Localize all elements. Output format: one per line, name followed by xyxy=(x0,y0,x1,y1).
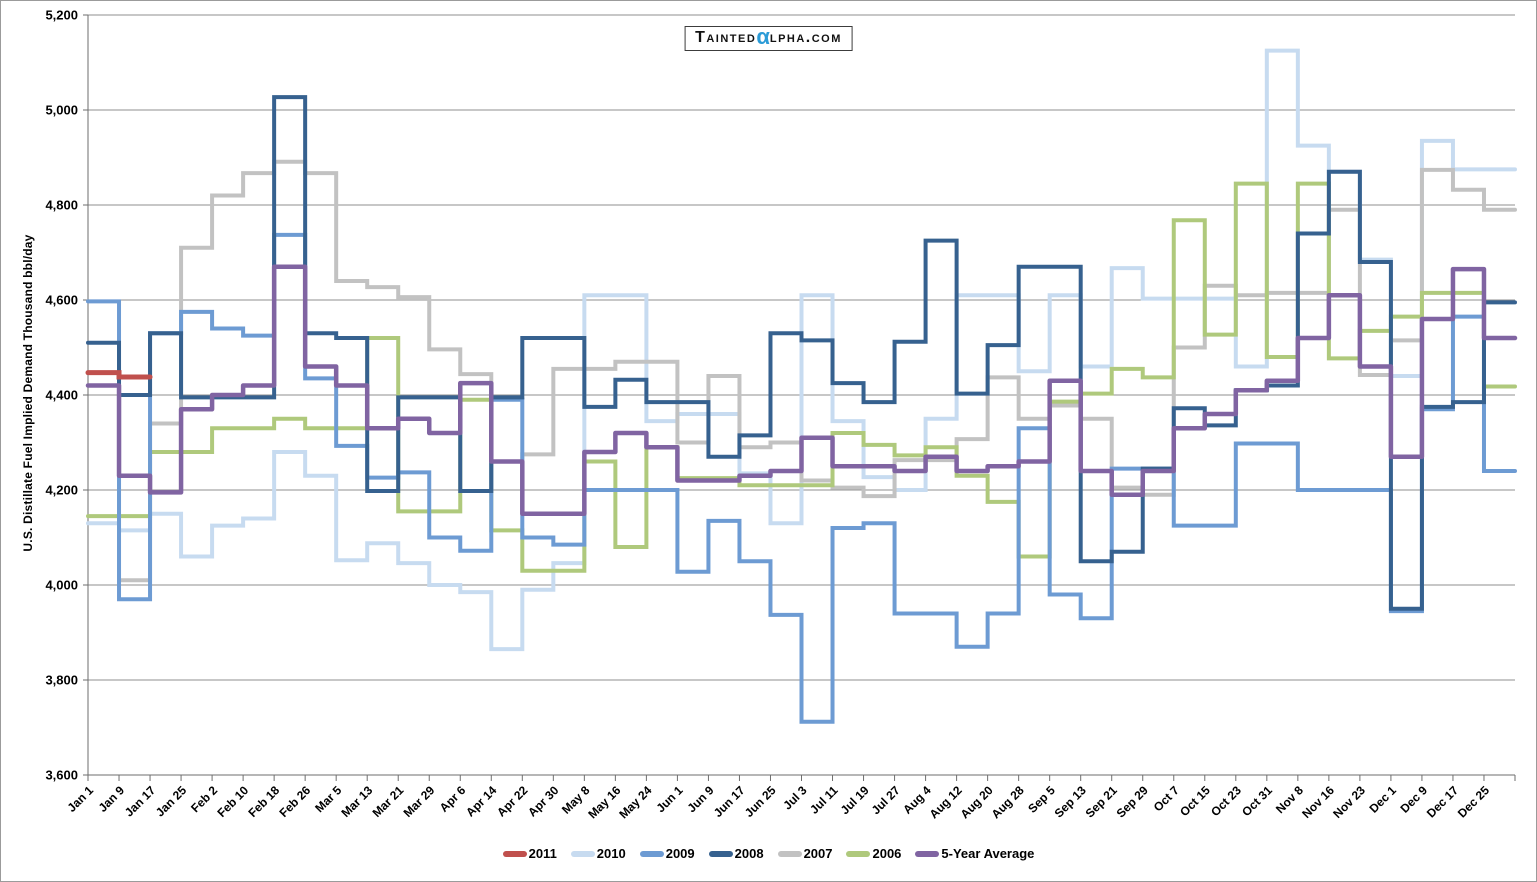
watermark-suffix: lpha.com xyxy=(769,29,842,46)
x-tick-label: Dec 17 xyxy=(1424,783,1461,820)
series-line-2010 xyxy=(86,48,1517,652)
x-tick-label: Oct 15 xyxy=(1177,783,1213,819)
x-tick-label: Jun 1 xyxy=(653,783,685,815)
x-tick-label: Apr 14 xyxy=(463,783,500,820)
y-tick-label: 4,400 xyxy=(45,388,78,403)
x-tick-label: Apr 22 xyxy=(494,783,531,820)
x-tick-label: Sep 13 xyxy=(1052,783,1089,820)
legend-item-2010: 2010 xyxy=(570,846,626,861)
y-tick-label: 3,800 xyxy=(45,673,78,688)
x-tick-label: Nov 16 xyxy=(1299,783,1337,821)
legend-label: 2007 xyxy=(803,846,833,861)
legend-item-2007: 2007 xyxy=(777,846,833,861)
x-tick-label: Jan 17 xyxy=(122,783,159,820)
x-tick-label: Aug 28 xyxy=(989,783,1027,821)
legend-label: 2010 xyxy=(596,846,626,861)
watermark-prefix: Tainted xyxy=(695,29,757,46)
y-axis-title: U.S. Distillate Fuel Implied Demand Thou… xyxy=(21,234,35,552)
y-tick-label: 4,200 xyxy=(45,483,78,498)
y-tick-label: 5,000 xyxy=(45,103,78,118)
x-tick-label: Sep 21 xyxy=(1083,783,1120,820)
legend-item-2011: 2011 xyxy=(502,846,557,861)
legend-label: 2006 xyxy=(872,846,902,861)
legend-swatch xyxy=(846,850,871,857)
x-tick-label: Feb 26 xyxy=(276,783,313,820)
x-tick-label: Aug 12 xyxy=(927,783,965,821)
x-tick-label: Mar 13 xyxy=(339,783,376,820)
x-tick-label: Aug 20 xyxy=(958,783,996,821)
x-tick-label: Feb 18 xyxy=(245,783,282,820)
x-tick-label: May 24 xyxy=(616,783,654,821)
x-tick-label: Jan 25 xyxy=(153,783,190,820)
legend-swatch xyxy=(502,850,527,857)
x-tick-label: Jun 25 xyxy=(742,783,779,820)
x-tick-label: Jul 27 xyxy=(869,783,903,817)
x-tick-label: Nov 23 xyxy=(1330,783,1368,821)
x-tick-label: Jul 11 xyxy=(807,783,841,817)
y-tick-label: 3,600 xyxy=(45,768,78,783)
y-tick-label: 4,600 xyxy=(45,293,78,308)
legend-swatch xyxy=(915,850,940,857)
x-tick-label: Apr 30 xyxy=(525,783,562,820)
legend-item-5-year-average: 5-Year Average xyxy=(915,846,1034,861)
legend-item-2006: 2006 xyxy=(846,846,901,861)
y-tick-label: 4,000 xyxy=(45,578,78,593)
x-tick-label: Oct 23 xyxy=(1208,783,1244,819)
x-tick-label: Sep 29 xyxy=(1114,783,1151,820)
x-tick-label: Jan 1 xyxy=(65,783,97,815)
legend-item-2008: 2008 xyxy=(708,846,764,861)
x-tick-label: May 16 xyxy=(585,783,623,821)
legend-swatch xyxy=(708,850,733,857)
x-tick-label: Dec 1 xyxy=(1366,783,1399,816)
x-tick-label: Mar 29 xyxy=(401,783,438,820)
legend-label: 2011 xyxy=(528,846,557,861)
x-tick-label: Jul 19 xyxy=(838,783,872,817)
y-tick-label: 4,800 xyxy=(45,198,78,213)
chart-legend: 2011 2010 2009 2008 2007 2006 5-Year Average xyxy=(0,846,1537,861)
watermark-badge: Taintedαlpha.com xyxy=(684,26,853,51)
legend-label: 2009 xyxy=(665,846,695,861)
x-tick-label: Feb 10 xyxy=(214,783,251,820)
x-tick-label: Mar 21 xyxy=(370,783,407,820)
x-tick-label: Jul 3 xyxy=(780,783,809,812)
legend-label: 5-Year Average xyxy=(941,846,1035,861)
legend-swatch xyxy=(639,850,664,857)
legend-label: 2008 xyxy=(734,846,764,861)
legend-swatch xyxy=(777,850,802,857)
watermark-alpha-glyph: α xyxy=(756,24,770,49)
x-tick-label: Oct 31 xyxy=(1239,783,1275,819)
series-line-2008 xyxy=(86,95,1517,611)
legend-swatch xyxy=(570,850,595,857)
series-line-2011 xyxy=(85,370,153,380)
x-tick-label: Dec 25 xyxy=(1455,783,1492,820)
y-tick-label: 5,200 xyxy=(45,8,78,23)
legend-item-2009: 2009 xyxy=(639,846,695,861)
x-tick-label: Jun 17 xyxy=(711,783,748,820)
series-line-5-year-average xyxy=(85,264,1518,516)
